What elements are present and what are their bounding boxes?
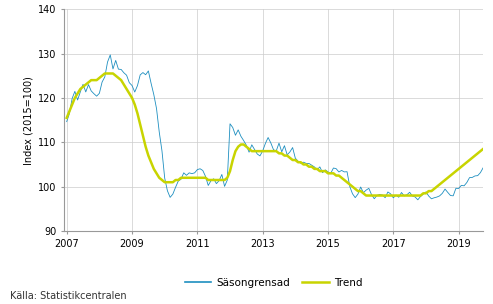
Legend: Säsongrensad, Trend: Säsongrensad, Trend (181, 274, 366, 292)
Text: Källa: Statistikcentralen: Källa: Statistikcentralen (10, 291, 127, 301)
Y-axis label: Index (2015=100): Index (2015=100) (24, 76, 34, 164)
